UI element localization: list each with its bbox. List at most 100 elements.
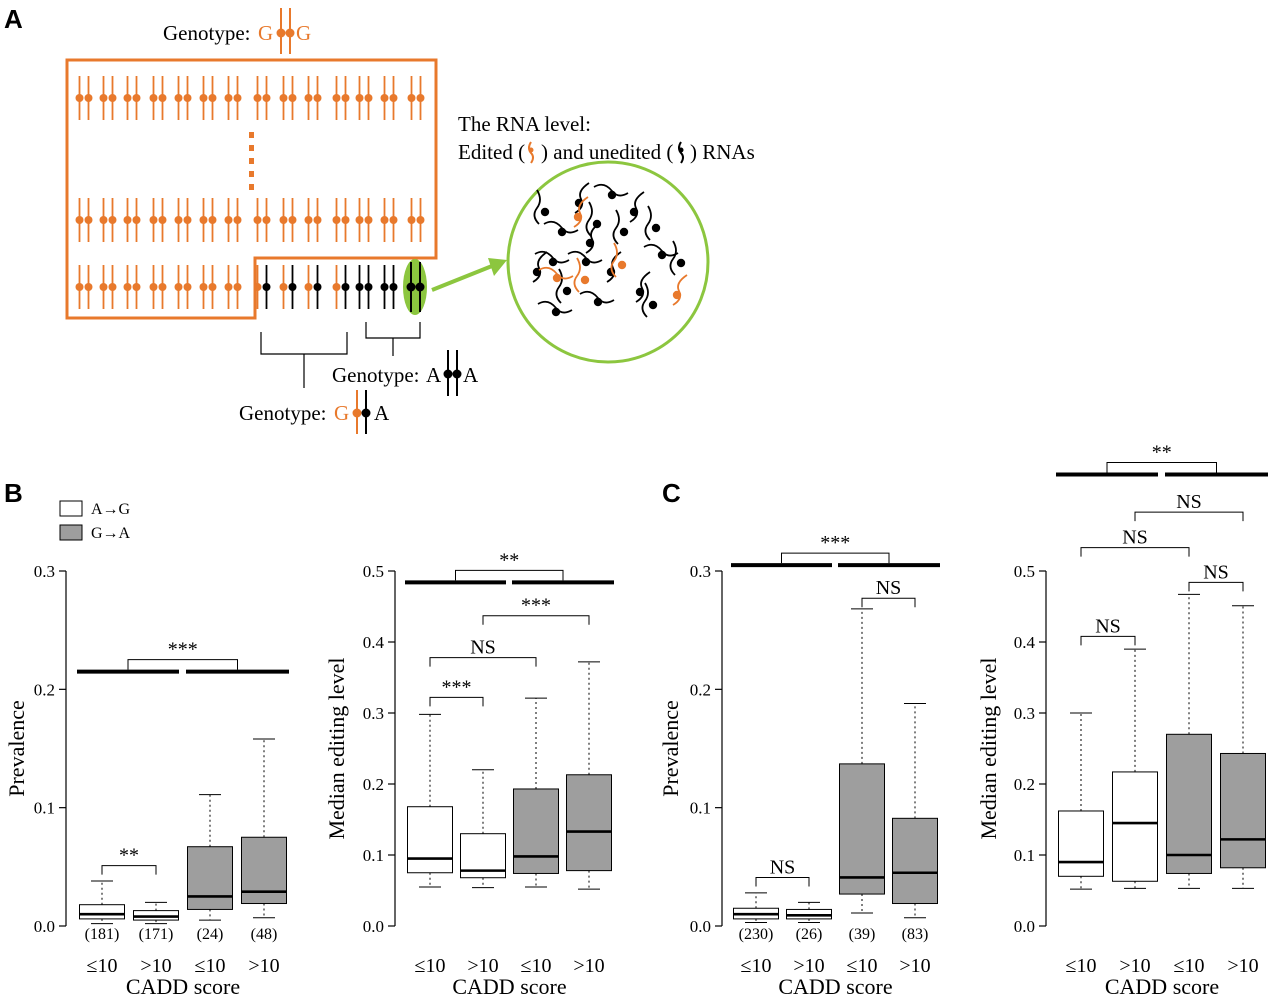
y-tick-label: 0.3 [1014,704,1035,723]
y-tick-label: 0.1 [1014,846,1035,865]
box-1 [79,880,125,925]
y-tick-label: 0.5 [363,562,384,581]
chromosome-pair [123,265,141,309]
chromosome-pair [149,76,167,120]
rna-pool [532,182,688,318]
comparison-bracket: ** [101,845,157,875]
y-tick-label: 0.3 [690,562,711,581]
x-tick-label: >10 [899,955,930,977]
box-1 [1058,712,1104,890]
bracket-line [861,597,916,608]
comparison-bracket: NS [1134,491,1244,522]
chromosome-pair [99,76,117,120]
box-4 [892,703,938,919]
x-tick-label: >10 [1119,955,1150,977]
chromosome-pair [253,76,271,120]
group-comparison: *** [731,532,940,568]
edited-rna [538,266,574,283]
genotype-aa-allele-2: A [463,363,479,387]
y-tick-label: 0.1 [690,799,711,818]
unedited-rna [555,268,572,304]
box-body [241,836,287,905]
y-tick-label: 0.1 [34,799,55,818]
bracket-line [482,615,590,625]
y-tick-label: 0.5 [1014,562,1035,581]
chromosome-pair [149,198,167,242]
chart-1: 0.0 0.1 0.2 0.3 Prevalence (181) (171) (24) (48)… [4,562,289,995]
significance-label: *** [521,595,551,617]
comparison-bracket: *** [482,595,590,625]
chromosome-pair [279,198,297,242]
legend-label-g-to-a: G→A [91,525,131,542]
x-tick-label: ≤10 [741,955,772,977]
chromosome-pair [355,198,373,242]
box-1 [733,892,779,923]
bracket-line [1080,547,1190,557]
box-body [566,774,612,872]
chromosome-pair [332,198,350,242]
genotype-ga-bracket [260,332,348,388]
comparison-bracket: NS [1188,561,1244,592]
unedited-rna [533,189,550,225]
x-tick-label: >10 [573,955,604,977]
chromosome-pair [332,265,350,309]
group-significance-label: ** [1152,441,1172,463]
box-body [187,846,233,910]
x-tick-label: >10 [140,955,171,977]
genotype-ga-label: Genotype: [239,401,326,425]
significance-label: ** [119,845,139,867]
chromosome-pair [279,265,297,309]
chromosome-pair [279,76,297,120]
bracket-line [429,696,484,707]
significance-label: NS [770,856,796,878]
unedited-rna [593,183,629,200]
y-tick-label: 0.2 [690,680,711,699]
bracket-line [1134,511,1244,522]
y-axis-label: Median editing level [976,657,1001,839]
group-significance-label: *** [168,639,198,661]
x-tick-label: ≤10 [415,955,446,977]
sample-count: (39) [849,926,876,943]
box-3 [839,608,885,914]
box-body [1112,771,1158,882]
genotype-gg-icon [276,8,295,54]
chart-3: 0.0 0.1 0.2 0.3 Prevalence (230) (26) (39) (83) ≤… [658,532,940,995]
y-tick-label: 0.0 [690,917,711,936]
unedited-rna [629,191,645,223]
y-tick-label: 0.3 [363,704,384,723]
genotype-ga-allele-2: A [374,401,390,425]
box-body [79,904,125,920]
chromosome-pair [304,76,322,120]
x-tick-label: ≤10 [1174,955,1205,977]
group-bracket [781,552,890,564]
comparison-bracket: *** [429,676,484,707]
chromosome-pair [199,265,217,309]
box-body [892,817,938,905]
genotype-gg-allele-1: G [258,21,273,45]
box-body [407,806,453,874]
rna-legend-end: ) RNAs [690,140,755,164]
chromosome-pair [355,76,373,120]
box-2 [460,769,506,889]
chromosome-pair [75,265,93,309]
chromosome-pair [149,265,167,309]
panel-c-letter: C [662,478,681,508]
box-3 [513,697,559,888]
box-body [513,788,559,874]
significance-label: NS [1095,615,1121,637]
panel-a-letter: A [4,4,23,34]
significance-label: NS [1122,527,1148,549]
significance-label: NS [1176,491,1202,513]
rna-legend-mid: ) and unedited ( [541,140,673,164]
sample-count: (171) [139,926,174,943]
edited-rna [573,196,589,228]
y-tick-label: 0.4 [363,633,385,652]
chromosome-pair [407,76,425,120]
x-tick-label: >10 [248,955,279,977]
chromosome-pair [174,265,192,309]
chart-2: 0.0 0.1 0.2 0.3 0.4 0.5 Median editing level ≤1… [324,549,614,995]
chromosome-pair [380,76,398,120]
legend-swatch-a-to-g [59,500,83,517]
chromosome-pair [380,265,398,309]
chromosome-pair [224,198,242,242]
